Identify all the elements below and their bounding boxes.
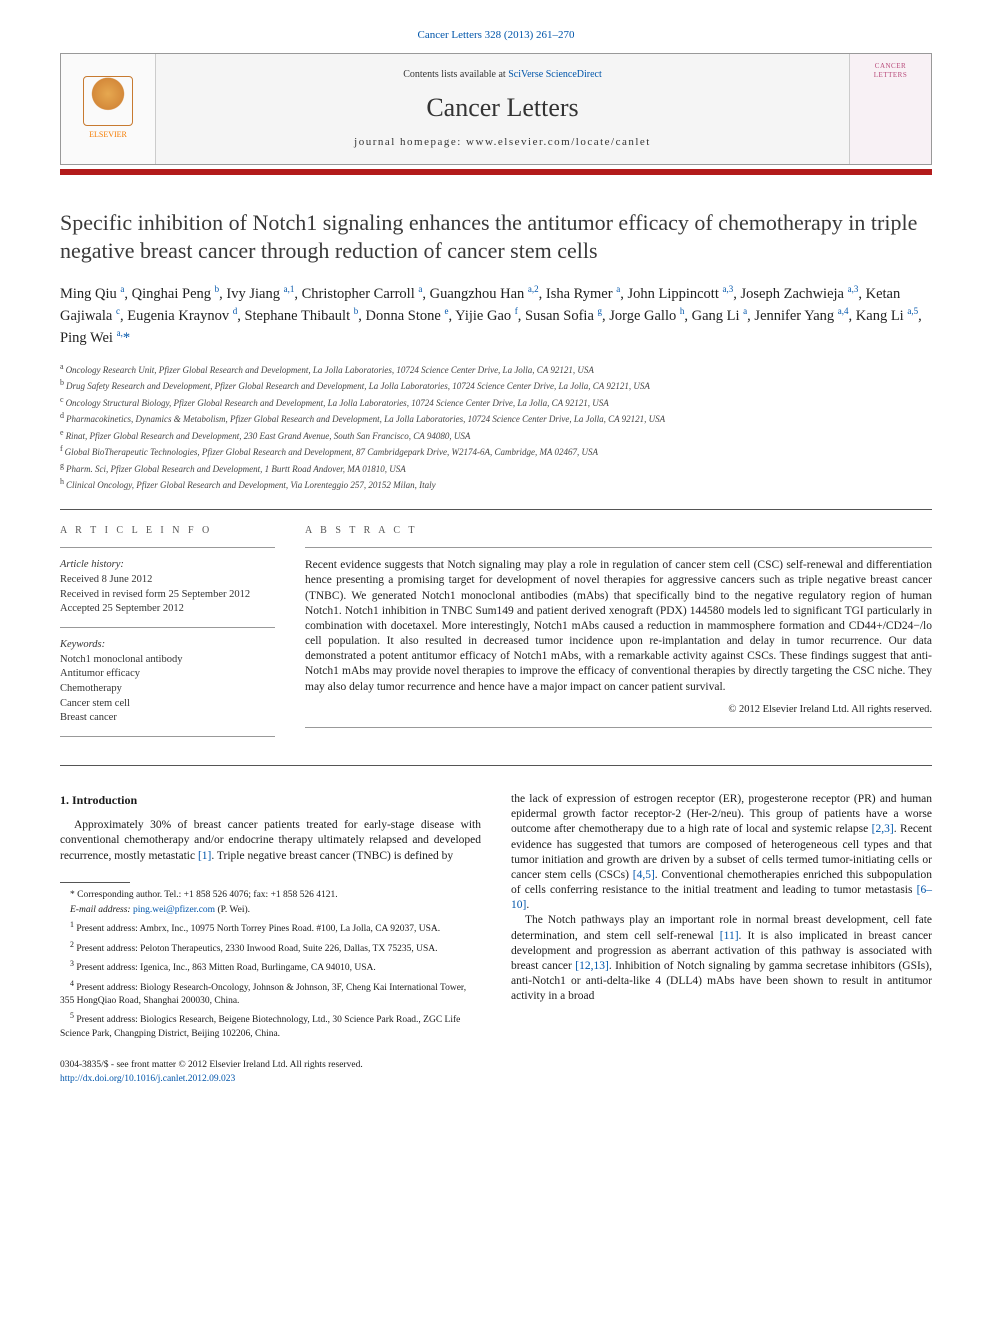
affiliation-item: cOncology Structural Biology, Pfizer Glo… bbox=[60, 394, 932, 411]
keyword-item: Breast cancer bbox=[60, 711, 275, 726]
elsevier-logo: ELSEVIER bbox=[83, 76, 133, 141]
keyword-item: Cancer stem cell bbox=[60, 697, 275, 712]
front-matter-info: 0304-3835/$ - see front matter © 2012 El… bbox=[60, 1059, 481, 1086]
abstract-rule-top bbox=[305, 547, 932, 548]
info-sub-rule-3 bbox=[60, 736, 275, 737]
affiliation-item: eRinat, Pfizer Global Research and Devel… bbox=[60, 427, 932, 444]
affiliation-item: gPharm. Sci, Pfizer Global Research and … bbox=[60, 460, 932, 477]
cover-label: CANCER LETTERS bbox=[874, 62, 907, 81]
affiliations: aOncology Research Unit, Pfizer Global R… bbox=[60, 361, 932, 493]
elsevier-tree-icon bbox=[83, 76, 133, 126]
info-sub-rule-2 bbox=[60, 627, 275, 628]
journal-banner: ELSEVIER Contents lists available at Sci… bbox=[60, 53, 932, 165]
article-history: Article history: Received 8 June 2012 Re… bbox=[60, 558, 275, 617]
publisher-label: ELSEVIER bbox=[83, 130, 133, 141]
affiliation-item: fGlobal BioTherapeutic Technologies, Pfi… bbox=[60, 443, 932, 460]
abstract-col: A B S T R A C T Recent evidence suggests… bbox=[305, 524, 932, 747]
abstract-heading: A B S T R A C T bbox=[305, 524, 932, 538]
corresponding-author: * Corresponding author. Tel.: +1 858 526… bbox=[60, 889, 481, 902]
keywords-block: Keywords: Notch1 monoclonal antibodyAnti… bbox=[60, 638, 275, 726]
footnote-item: 2 Present address: Peloton Therapeutics,… bbox=[60, 939, 481, 956]
abstract-text: Recent evidence suggests that Notch sign… bbox=[305, 558, 932, 695]
history-label: Article history: bbox=[60, 558, 275, 573]
intro-heading: 1. Introduction bbox=[60, 792, 481, 808]
intro-para-right-2: The Notch pathways play an important rol… bbox=[511, 913, 932, 1004]
keyword-item: Antitumor efficacy bbox=[60, 667, 275, 682]
accent-bar bbox=[60, 169, 932, 175]
rule-mid bbox=[60, 765, 932, 766]
keyword-item: Notch1 monoclonal antibody bbox=[60, 653, 275, 668]
affiliation-item: hClinical Oncology, Pfizer Global Resear… bbox=[60, 476, 932, 493]
footnote-item: 4 Present address: Biology Research-Onco… bbox=[60, 978, 481, 1009]
revised-date: Received in revised form 25 September 20… bbox=[60, 588, 275, 603]
article-title: Specific inhibition of Notch1 signaling … bbox=[60, 209, 932, 265]
body-columns: 1. Introduction Approximately 30% of bre… bbox=[60, 792, 932, 1086]
footnote-rule bbox=[60, 882, 130, 883]
footnotes: * Corresponding author. Tel.: +1 858 526… bbox=[60, 889, 481, 1041]
accepted-date: Accepted 25 September 2012 bbox=[60, 602, 275, 617]
abstract-rule-bot bbox=[305, 727, 932, 728]
affiliation-item: bDrug Safety Research and Development, P… bbox=[60, 377, 932, 394]
email-line: E-mail address: ping.wei@pfizer.com (P. … bbox=[60, 904, 481, 917]
contents-available-line: Contents lists available at SciVerse Sci… bbox=[403, 68, 602, 82]
footnote-item: 3 Present address: Igenica, Inc., 863 Mi… bbox=[60, 958, 481, 975]
footnote-item: 5 Present address: Biologics Research, B… bbox=[60, 1010, 481, 1041]
journal-cover-thumb: CANCER LETTERS bbox=[849, 54, 931, 164]
body-col-right: the lack of expression of estrogen recep… bbox=[511, 792, 932, 1086]
email-link[interactable]: ping.wei@pfizer.com bbox=[133, 905, 215, 915]
banner-center: Contents lists available at SciVerse Sci… bbox=[156, 54, 849, 164]
sciencedirect-link[interactable]: SciVerse ScienceDirect bbox=[508, 69, 602, 80]
received-date: Received 8 June 2012 bbox=[60, 573, 275, 588]
doi-link[interactable]: http://dx.doi.org/10.1016/j.canlet.2012.… bbox=[60, 1074, 235, 1084]
info-abstract-row: A R T I C L E I N F O Article history: R… bbox=[60, 524, 932, 747]
keywords-label: Keywords: bbox=[60, 638, 275, 653]
affiliation-item: aOncology Research Unit, Pfizer Global R… bbox=[60, 361, 932, 378]
body-col-left: 1. Introduction Approximately 30% of bre… bbox=[60, 792, 481, 1086]
info-sub-rule-1 bbox=[60, 547, 275, 548]
intro-para-left: Approximately 30% of breast cancer patie… bbox=[60, 818, 481, 864]
article-info-heading: A R T I C L E I N F O bbox=[60, 524, 275, 538]
intro-para-right-1: the lack of expression of estrogen recep… bbox=[511, 792, 932, 913]
article-info-col: A R T I C L E I N F O Article history: R… bbox=[60, 524, 275, 747]
affiliation-item: dPharmacokinetics, Dynamics & Metabolism… bbox=[60, 410, 932, 427]
abstract-copyright: © 2012 Elsevier Ireland Ltd. All rights … bbox=[305, 703, 932, 717]
journal-reference: Cancer Letters 328 (2013) 261–270 bbox=[60, 28, 932, 43]
footnote-item: 1 Present address: Ambrx, Inc., 10975 No… bbox=[60, 919, 481, 936]
journal-name: Cancer Letters bbox=[426, 90, 578, 125]
author-list: Ming Qiu a, Qinghai Peng b, Ivy Jiang a,… bbox=[60, 283, 932, 349]
keyword-item: Chemotherapy bbox=[60, 682, 275, 697]
publisher-logo-box: ELSEVIER bbox=[61, 54, 156, 164]
issn-line: 0304-3835/$ - see front matter © 2012 El… bbox=[60, 1059, 481, 1072]
rule-top bbox=[60, 509, 932, 510]
journal-homepage: journal homepage: www.elsevier.com/locat… bbox=[354, 135, 651, 150]
